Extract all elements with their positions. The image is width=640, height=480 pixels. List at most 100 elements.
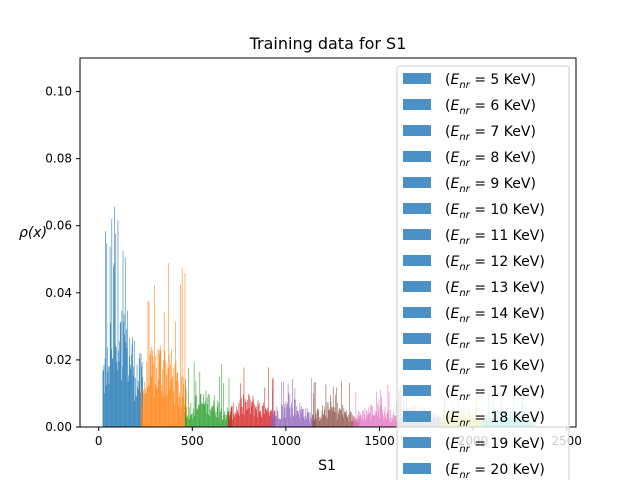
histogram-bar [294, 388, 296, 427]
histogram-bar [282, 405, 283, 427]
histogram-bar [367, 415, 369, 427]
histogram-bar [168, 263, 170, 427]
histogram-bar [262, 405, 263, 427]
histogram-bar [325, 416, 326, 427]
histogram-bar [220, 408, 222, 427]
histogram-bar [204, 404, 206, 427]
histogram-bar [231, 405, 232, 427]
histogram-bar [366, 410, 367, 427]
histogram-bar [290, 417, 291, 427]
legend-swatch [403, 411, 431, 422]
histogram-bar [348, 414, 349, 427]
histogram-bar [327, 418, 328, 427]
histogram-bar [274, 412, 276, 427]
histogram-bar [374, 410, 376, 427]
histogram-bar [352, 420, 354, 427]
histogram-bar [118, 361, 120, 427]
histogram-bar [341, 381, 342, 427]
histogram-bar [261, 415, 263, 427]
histogram-bar [200, 393, 202, 427]
histogram-bar [128, 375, 129, 427]
legend-swatch [403, 151, 431, 162]
histogram-bar [181, 376, 182, 427]
histogram-bar [121, 310, 123, 427]
histogram-bar [208, 394, 210, 427]
histogram-bar [269, 410, 271, 427]
histogram-bar [213, 400, 215, 427]
histogram-bar [267, 407, 268, 427]
histogram-bar [225, 419, 226, 427]
histogram-bar [198, 404, 200, 427]
histogram-bar [129, 337, 131, 427]
histogram-bar [205, 390, 207, 427]
y-tick-label: 0.00 [45, 420, 72, 434]
histogram-bar [394, 415, 395, 427]
histogram-bar [176, 372, 178, 427]
histogram-bar [293, 399, 295, 427]
histogram-bar [118, 350, 119, 427]
y-tick-label: 0.02 [45, 353, 72, 367]
histogram-bar [319, 417, 321, 427]
histogram-bar [244, 414, 245, 427]
histogram-bar [258, 402, 260, 427]
histogram-bar [295, 399, 296, 427]
histogram-bar [245, 401, 246, 427]
histogram-bar [140, 353, 142, 427]
legend-label: (Enr = 18 KeV) [445, 410, 545, 429]
histogram-bar [330, 394, 331, 427]
histogram-bar [246, 399, 248, 427]
histogram-bar [382, 409, 384, 427]
histogram-bar [271, 411, 273, 427]
histogram-bar [337, 410, 339, 427]
histogram-bar [227, 410, 229, 427]
histogram-bar [115, 347, 117, 427]
histogram-bar [168, 355, 170, 427]
histogram-bar [343, 408, 345, 427]
histogram-bar [202, 403, 203, 427]
histogram-bar [161, 390, 162, 427]
histogram-bar [119, 340, 121, 427]
histogram-bar [232, 419, 234, 427]
histogram-bar [111, 219, 113, 427]
histogram-bar [184, 404, 185, 427]
histogram-bar [305, 408, 306, 427]
histogram-bar [375, 410, 377, 427]
histogram-bar [104, 393, 105, 427]
histogram-bar [192, 418, 193, 427]
histogram-bar [171, 378, 173, 427]
histogram-bar [180, 284, 181, 427]
y-tick-label: 0.08 [45, 152, 72, 166]
histogram-bar [217, 400, 219, 427]
histogram-bar [273, 414, 274, 427]
histogram-bar [165, 394, 167, 427]
histogram-bar [306, 407, 308, 427]
histogram-bar [388, 410, 389, 427]
histogram-bar [321, 418, 322, 427]
histogram-bar [364, 407, 366, 427]
legend-label: (Enr = 8 KeV) [445, 150, 536, 169]
histogram-bar [307, 412, 309, 427]
histogram-bar [263, 402, 264, 427]
histogram-bar [157, 386, 158, 427]
histogram-bar [124, 334, 126, 427]
histogram-bar [239, 400, 241, 427]
histogram-bar [150, 350, 152, 427]
histogram-bar [147, 301, 149, 427]
histogram-bar [299, 402, 301, 427]
legend-swatch [403, 385, 431, 396]
histogram-bar [323, 410, 325, 427]
histogram-bar [282, 417, 284, 427]
histogram-bar [120, 380, 122, 427]
histogram-bar [346, 417, 348, 427]
histogram-bar [135, 395, 137, 427]
histogram-bar [371, 404, 372, 427]
histogram-bar [336, 387, 337, 427]
histogram-bar [375, 414, 376, 427]
histogram-bar [149, 354, 151, 427]
legend-label: (Enr = 12 KeV) [445, 254, 545, 273]
histogram-bar [314, 419, 316, 427]
histogram-bar [125, 342, 127, 427]
legend-label: (Enr = 20 KeV) [445, 462, 545, 480]
histogram-bar [259, 412, 261, 427]
histogram-bar [221, 419, 223, 427]
